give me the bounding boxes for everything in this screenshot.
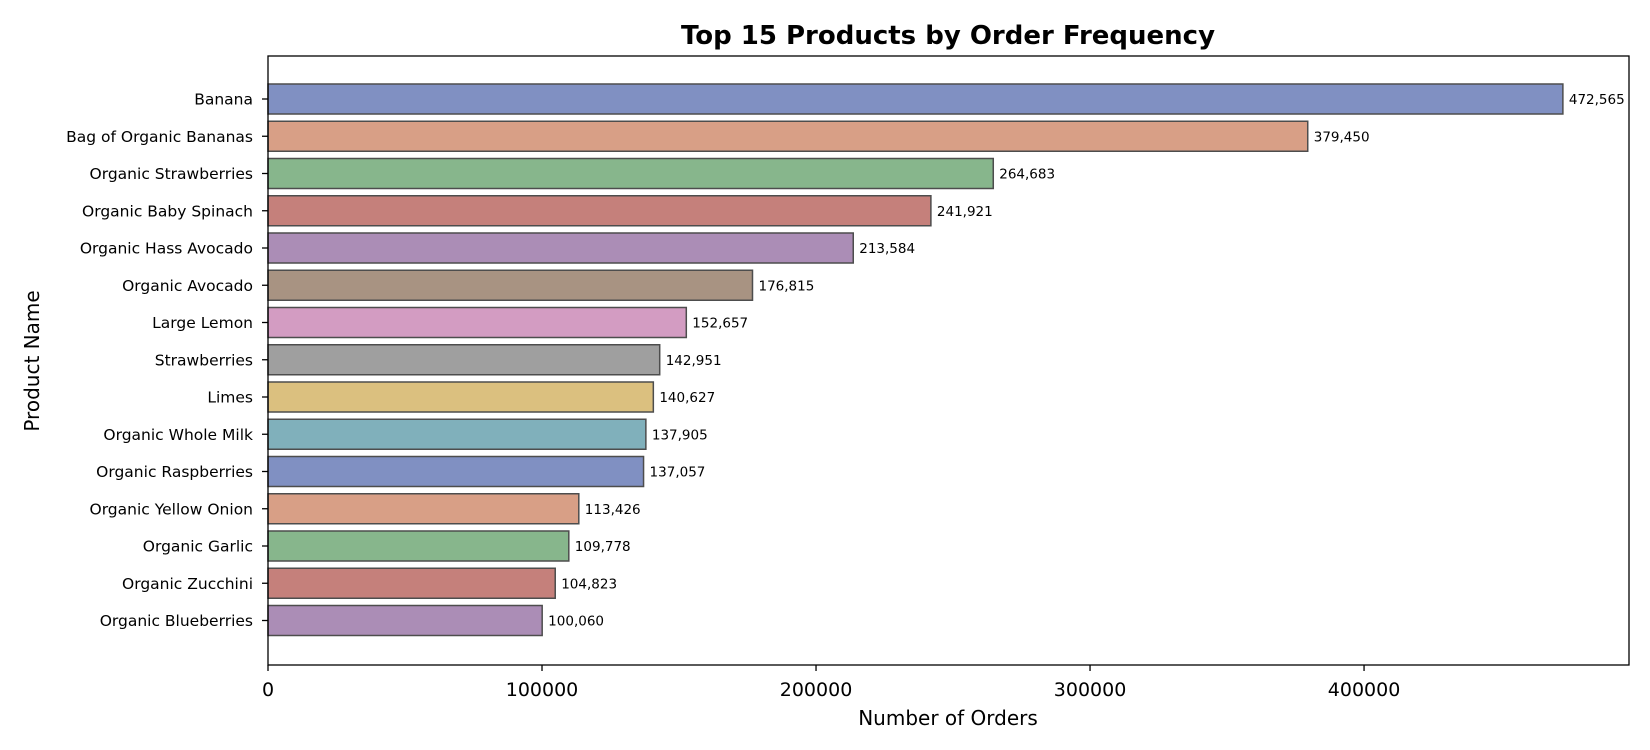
- bar: [267, 269, 754, 301]
- bar-value-label: 109,778: [575, 539, 631, 555]
- bar: [267, 604, 543, 637]
- y-axis-ticks: Banana Bag of Organic Bananas Organic Stra…: [66, 91, 268, 630]
- bar: [267, 381, 655, 413]
- bar-value-label: 213,584: [859, 241, 915, 257]
- bar-value-label: 137,057: [650, 465, 706, 481]
- y-tick-label: Bag of Organic Bananas: [66, 128, 253, 146]
- y-tick-label: Strawberries: [155, 351, 253, 369]
- y-axis-label: Product Name: [20, 290, 44, 431]
- x-axis-label: Number of Orders: [858, 706, 1038, 730]
- bar-value-label: 142,951: [666, 353, 722, 369]
- bar: [267, 493, 580, 525]
- y-tick-label: Banana: [194, 91, 253, 109]
- data-labels-group: 472,565 379,450 264,683 241,921 213,584 176,8…: [548, 92, 1625, 630]
- bar-value-label: 140,627: [659, 390, 715, 406]
- bar-value-label: 241,921: [937, 204, 993, 220]
- bar: [267, 418, 647, 450]
- bar-value-label: 104,823: [561, 576, 617, 592]
- bar: [267, 344, 661, 376]
- x-tick-label: 200000: [780, 679, 853, 701]
- bar: [267, 567, 556, 599]
- y-tick-label: Organic Strawberries: [90, 165, 253, 183]
- bar-value-label: 264,683: [999, 167, 1055, 183]
- y-tick-label: Organic Baby Spinach: [82, 202, 253, 220]
- y-tick-label: Organic Blueberries: [100, 612, 253, 630]
- y-tick-label: Limes: [207, 389, 253, 407]
- bar: [267, 306, 688, 339]
- bar: [267, 530, 570, 562]
- bar: [267, 195, 932, 227]
- y-tick-label: Organic Garlic: [143, 538, 253, 556]
- y-tick-label: Organic Hass Avocado: [80, 240, 253, 258]
- bars-group: [267, 83, 1564, 637]
- bar: [267, 455, 645, 488]
- bar-value-label: 113,426: [585, 502, 641, 518]
- bar-value-label: 379,450: [1314, 129, 1370, 145]
- bar: [267, 83, 1564, 115]
- bar-value-label: 100,060: [548, 614, 604, 630]
- y-tick-label: Organic Zucchini: [122, 575, 253, 593]
- bar: [267, 120, 1309, 152]
- bar-value-label: 472,565: [1569, 92, 1625, 108]
- x-axis-ticks: 0 100000 200000 300000 400000: [262, 665, 1400, 701]
- x-tick-label: 400000: [1328, 679, 1401, 701]
- bar-value-label: 176,815: [758, 278, 814, 294]
- y-tick-label: Organic Avocado: [122, 277, 253, 295]
- bar: [267, 232, 854, 264]
- plot-frame: [267, 55, 1630, 666]
- x-tick-label: 0: [262, 679, 274, 701]
- bar: [267, 157, 995, 190]
- y-tick-label: Organic Raspberries: [96, 463, 253, 481]
- chart-title: Top 15 Products by Order Frequency: [681, 21, 1215, 51]
- x-tick-label: 300000: [1054, 679, 1127, 701]
- y-tick-label: Organic Yellow Onion: [90, 500, 254, 518]
- y-tick-label: Organic Whole Milk: [103, 426, 253, 444]
- y-tick-label: Large Lemon: [152, 314, 253, 332]
- x-tick-label: 100000: [506, 679, 579, 701]
- bar-value-label: 152,657: [692, 316, 748, 332]
- bar-value-label: 137,905: [652, 427, 708, 443]
